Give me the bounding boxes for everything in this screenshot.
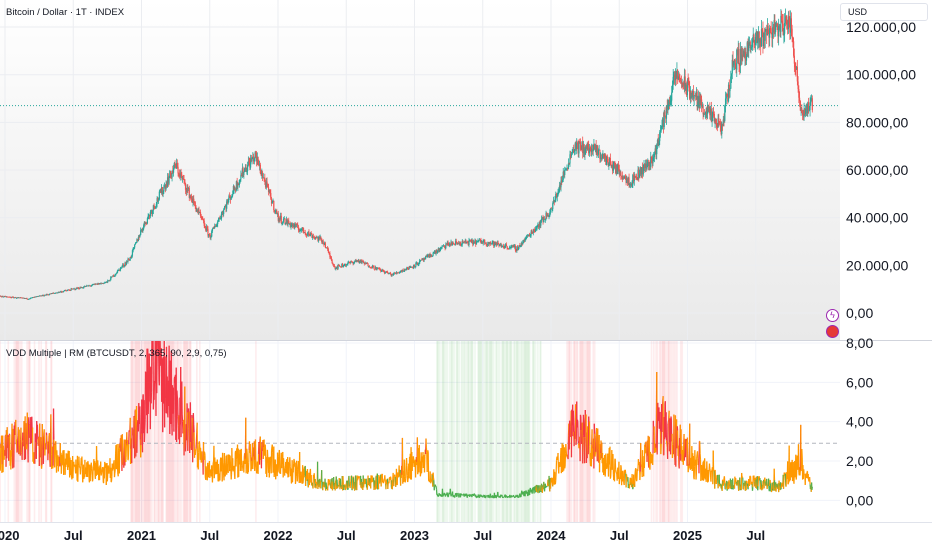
top-y-tick-label: 20.000,00 xyxy=(846,257,908,273)
top-y-tick-label: 60.000,00 xyxy=(846,162,908,178)
x-tick-label: 2024 xyxy=(537,528,567,543)
price-candles xyxy=(0,8,813,300)
x-tick-label: 2022 xyxy=(264,528,293,543)
bottom-y-tick-label: 0,00 xyxy=(846,492,873,508)
currency-label: USD xyxy=(848,7,868,17)
top-y-tick-label: 100.000,00 xyxy=(846,67,916,83)
bottom-y-tick-label: 8,00 xyxy=(846,335,873,351)
x-tick-label: Jul xyxy=(473,528,492,543)
x-tick-label: Jul xyxy=(200,528,219,543)
top-y-tick-label: 40.000,00 xyxy=(846,210,908,226)
x-axis[interactable]: 2020 Jul 2021 Jul 2022 Jul 2023 Jul 2024 Jul 2025 J… xyxy=(0,528,765,543)
x-tick-label: Jul xyxy=(64,528,83,543)
top-y-tick-label: 0,00 xyxy=(846,305,873,321)
x-tick-label: 2025 xyxy=(673,528,702,543)
x-tick-label: 2020 xyxy=(0,528,19,543)
bottom-panel-background xyxy=(0,341,840,522)
bottom-y-axis[interactable]: 0,00 2,00 4,00 6,00 8,00 xyxy=(846,335,873,508)
x-tick-label: 2023 xyxy=(400,528,429,543)
top-y-tick-label: 80.000,00 xyxy=(846,114,908,130)
vdd-series xyxy=(0,341,813,499)
top-panel-title: Bitcoin / Dollar · 1T · INDEX xyxy=(6,7,125,18)
lightning-bolt-icon[interactable]: ϟ xyxy=(826,309,839,322)
x-tick-label: 2021 xyxy=(127,528,156,543)
currency-selector[interactable]: USD xyxy=(840,3,928,21)
x-tick-label: Jul xyxy=(746,528,765,543)
top-grid xyxy=(0,0,840,340)
us-flag-icon[interactable] xyxy=(826,325,839,338)
bottom-y-tick-label: 6,00 xyxy=(846,374,873,390)
bottom-panel-title: VDD Multiple | RM (BTCUSDT, 2, 365, 90, … xyxy=(6,348,227,359)
bottom-grid xyxy=(0,341,840,522)
bottom-y-tick-label: 2,00 xyxy=(846,453,873,469)
bottom-y-tick-label: 4,00 xyxy=(846,414,873,430)
x-tick-label: Jul xyxy=(337,528,356,543)
x-tick-label: Jul xyxy=(610,528,629,543)
top-y-tick-label: 120.000,00 xyxy=(846,19,916,35)
top-y-axis[interactable]: 0,00 20.000,00 40.000,00 60.000,00 80.000,00… xyxy=(846,19,916,321)
